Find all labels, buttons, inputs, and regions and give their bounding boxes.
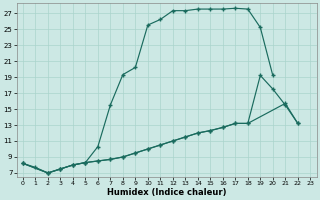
X-axis label: Humidex (Indice chaleur): Humidex (Indice chaleur) [107,188,226,197]
